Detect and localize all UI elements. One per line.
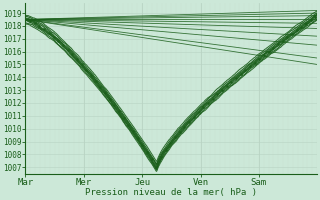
X-axis label: Pression niveau de la mer( hPa ): Pression niveau de la mer( hPa )	[85, 188, 257, 197]
